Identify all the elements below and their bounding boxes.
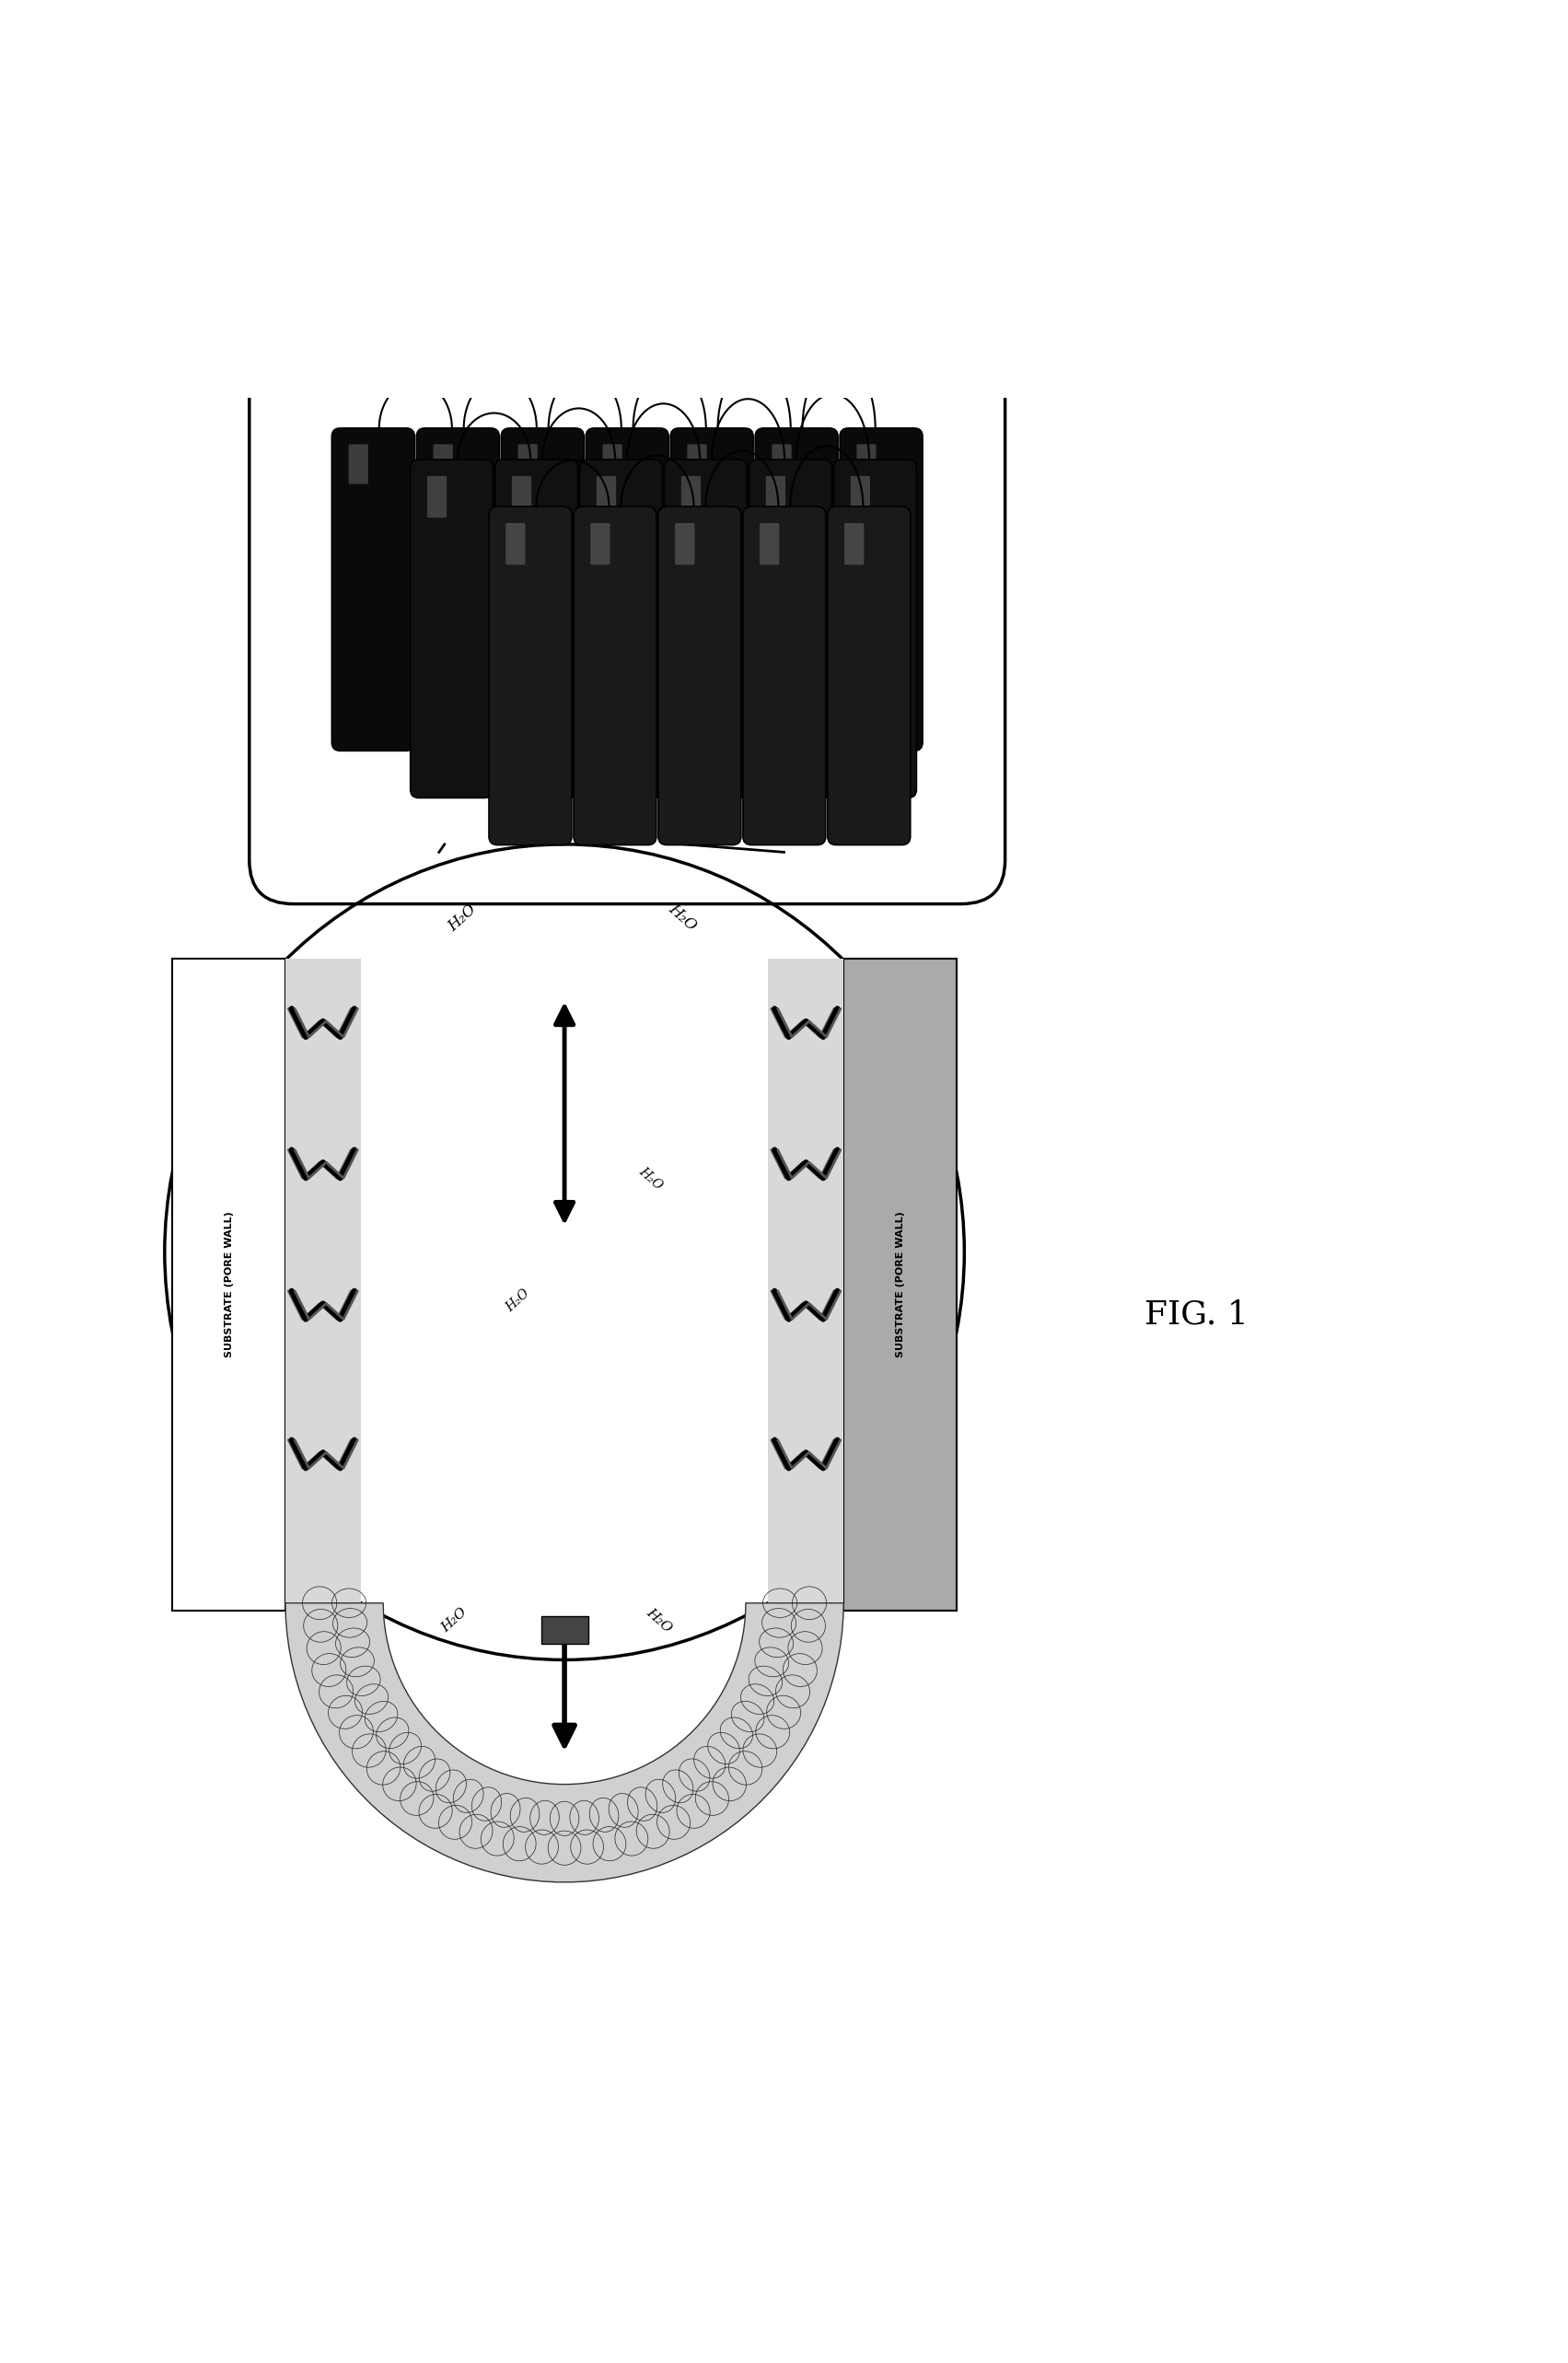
FancyBboxPatch shape <box>586 428 668 751</box>
FancyBboxPatch shape <box>665 458 746 799</box>
FancyBboxPatch shape <box>502 428 583 751</box>
FancyBboxPatch shape <box>687 444 707 484</box>
FancyBboxPatch shape <box>433 444 453 484</box>
Text: H₂O: H₂O <box>637 1165 665 1193</box>
Text: H₂O: H₂O <box>439 1607 470 1635</box>
FancyBboxPatch shape <box>511 475 532 517</box>
Text: H₂O: H₂O <box>445 900 480 933</box>
FancyBboxPatch shape <box>574 506 657 846</box>
FancyBboxPatch shape <box>495 458 577 799</box>
Bar <box>768 959 844 1602</box>
FancyBboxPatch shape <box>840 428 922 751</box>
FancyBboxPatch shape <box>591 522 610 565</box>
FancyBboxPatch shape <box>348 444 368 484</box>
Text: SUBSTRATE (PORE WALL): SUBSTRATE (PORE WALL) <box>895 1212 905 1359</box>
FancyBboxPatch shape <box>426 475 447 517</box>
Text: FIG. 1: FIG. 1 <box>1145 1300 1248 1330</box>
Text: H₂O: H₂O <box>665 900 699 933</box>
FancyBboxPatch shape <box>850 475 870 517</box>
FancyBboxPatch shape <box>659 506 742 846</box>
FancyBboxPatch shape <box>856 444 877 484</box>
FancyBboxPatch shape <box>845 522 864 565</box>
FancyBboxPatch shape <box>834 458 916 799</box>
Text: SUBSTRATE (PORE WALL): SUBSTRATE (PORE WALL) <box>224 1212 234 1359</box>
FancyBboxPatch shape <box>743 506 826 846</box>
FancyBboxPatch shape <box>750 458 831 799</box>
FancyBboxPatch shape <box>756 428 837 751</box>
Polygon shape <box>285 1602 844 1881</box>
Bar <box>172 959 285 1612</box>
FancyBboxPatch shape <box>596 475 616 517</box>
FancyBboxPatch shape <box>332 428 414 751</box>
FancyBboxPatch shape <box>681 475 701 517</box>
Bar <box>844 959 956 1612</box>
Bar <box>541 1616 588 1645</box>
FancyBboxPatch shape <box>505 522 525 565</box>
FancyBboxPatch shape <box>602 444 622 484</box>
Text: H₂O: H₂O <box>503 1288 532 1314</box>
Bar <box>285 959 361 1602</box>
FancyBboxPatch shape <box>760 522 779 565</box>
FancyBboxPatch shape <box>417 428 499 751</box>
FancyBboxPatch shape <box>411 458 492 799</box>
FancyBboxPatch shape <box>765 475 786 517</box>
FancyBboxPatch shape <box>671 428 753 751</box>
FancyBboxPatch shape <box>580 458 662 799</box>
FancyBboxPatch shape <box>771 444 792 484</box>
FancyBboxPatch shape <box>489 506 572 846</box>
FancyBboxPatch shape <box>828 506 911 846</box>
Text: H₂O: H₂O <box>643 1607 674 1635</box>
FancyBboxPatch shape <box>674 522 695 565</box>
FancyBboxPatch shape <box>517 444 538 484</box>
